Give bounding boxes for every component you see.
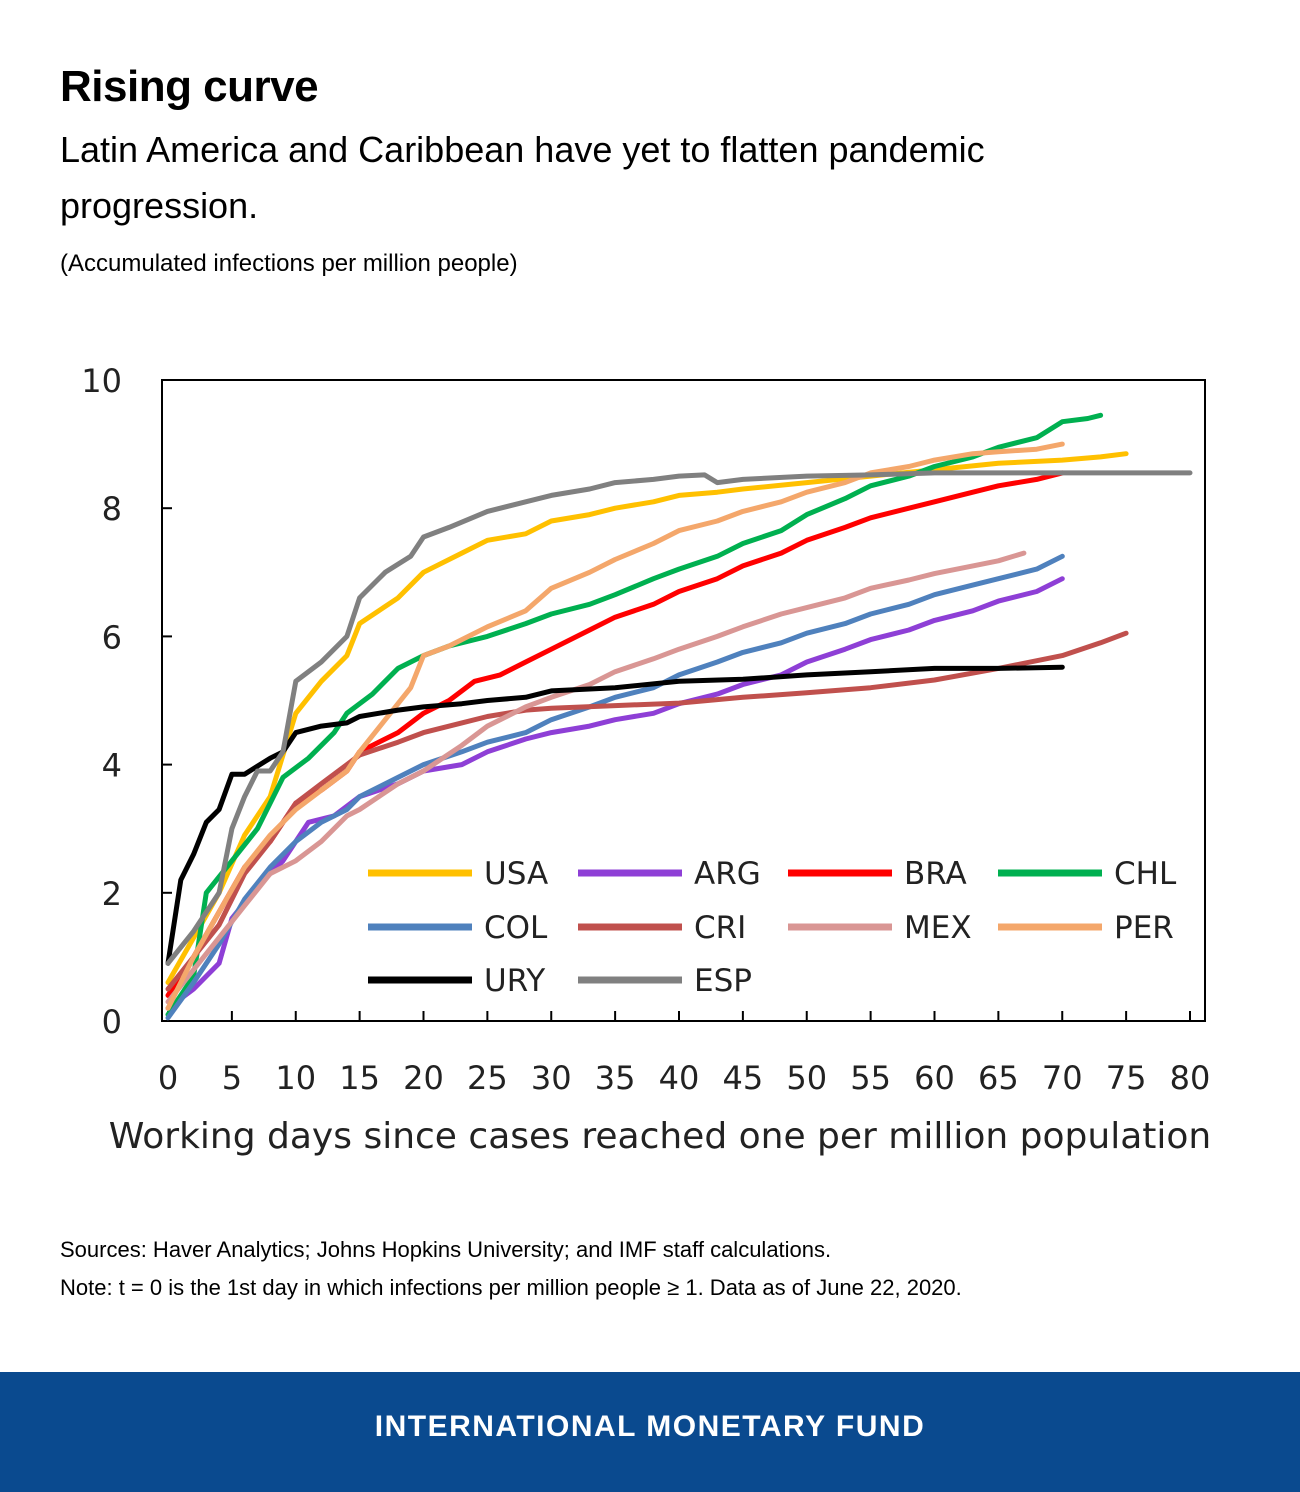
- series-line-esp: [165, 470, 1193, 966]
- x-tick-label: 60: [914, 1059, 955, 1097]
- legend-label-mex: MEX: [904, 910, 972, 946]
- series-line-cri: [165, 630, 1129, 992]
- legend-label-bra: BRA: [904, 856, 967, 892]
- x-tick-label: 15: [339, 1059, 380, 1097]
- y-tick-label: 4: [102, 747, 122, 785]
- units-label: (Accumulated infections per million peop…: [60, 250, 518, 277]
- legend-label-usa: USA: [484, 856, 548, 892]
- legend: USA ARG BRA CHL COL CRI MEX PER URY ESP: [368, 856, 1177, 999]
- sources-note: Sources: Haver Analytics; Johns Hopkins …: [60, 1237, 832, 1262]
- y-tick-label: 10: [81, 362, 122, 400]
- x-tick-label: 35: [595, 1059, 636, 1097]
- line-chart: 0 2 4 6 8 10 0 5 10 15 20 25 30 35 40 45 50 55 60 65 70 75 80…: [81, 362, 1211, 1157]
- chart-subtitle: Latin America and Caribbean have yet to …: [60, 129, 985, 226]
- y-tick-label: 0: [102, 1003, 122, 1041]
- chart-title: Rising curve: [60, 62, 319, 111]
- x-axis-label: Working days since cases reached one per…: [109, 1116, 1211, 1157]
- footer-org-name: INTERNATIONAL MONETARY FUND: [374, 1410, 926, 1443]
- legend-label-col: COL: [484, 910, 548, 946]
- x-tick-label: 10: [275, 1059, 316, 1097]
- series-group: [165, 412, 1193, 1021]
- series-line-arg: [165, 576, 1065, 1011]
- legend-label-chl: CHL: [1114, 856, 1177, 892]
- x-tick-label: 70: [1042, 1059, 1083, 1097]
- series-line-per: [165, 441, 1065, 1011]
- series-line-col: [165, 553, 1065, 1021]
- x-tick-label: 50: [786, 1059, 827, 1097]
- legend-label-arg: ARG: [694, 856, 761, 892]
- legend-label-cri: CRI: [694, 910, 746, 946]
- y-axis: 0 2 4 6 8 10: [81, 362, 172, 1041]
- y-tick-label: 8: [102, 490, 122, 528]
- x-tick-label: 0: [158, 1059, 178, 1097]
- y-tick-label: 2: [102, 875, 122, 913]
- data-note: Note: t = 0 is the 1st day in which infe…: [60, 1275, 962, 1300]
- series-line-mex: [165, 550, 1027, 1005]
- x-tick-label: 20: [403, 1059, 444, 1097]
- legend-label-per: PER: [1114, 910, 1174, 946]
- y-tick-label: 6: [102, 618, 122, 656]
- x-tick-label: 65: [978, 1059, 1019, 1097]
- x-tick-label: 30: [531, 1059, 572, 1097]
- x-tick-label: 25: [467, 1059, 508, 1097]
- x-axis: 0 5 10 15 20 25 30 35 40 45 50 55 60 65 70 75 80: [158, 1011, 1211, 1097]
- x-tick-label: 5: [222, 1059, 242, 1097]
- x-tick-label: 55: [850, 1059, 891, 1097]
- x-tick-label: 80: [1170, 1059, 1211, 1097]
- series-line-usa: [165, 451, 1129, 985]
- series-line-chl: [165, 412, 1104, 1018]
- x-tick-label: 75: [1106, 1059, 1147, 1097]
- x-tick-label: 45: [723, 1059, 764, 1097]
- legend-label-ury: URY: [484, 963, 545, 999]
- series-line-ury: [165, 664, 1065, 966]
- footer-bar: INTERNATIONAL MONETARY FUND: [0, 1372, 1300, 1492]
- legend-label-esp: ESP: [694, 963, 752, 999]
- x-tick-label: 40: [659, 1059, 700, 1097]
- plot-frame: [161, 379, 1206, 1022]
